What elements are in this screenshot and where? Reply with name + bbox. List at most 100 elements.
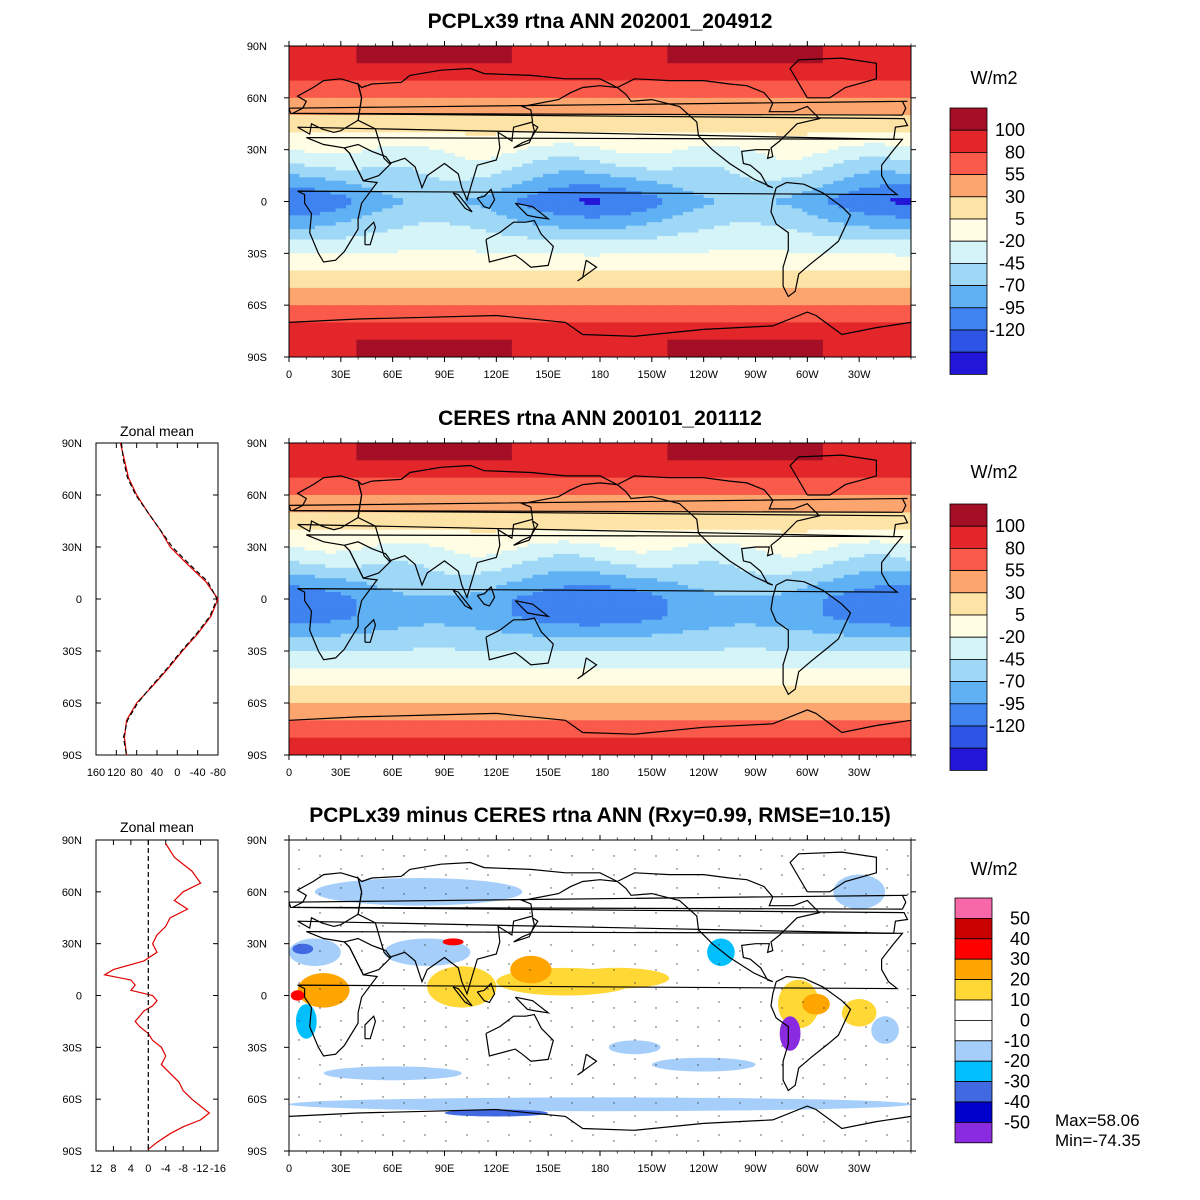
field-cell — [693, 104, 700, 109]
field-cell — [371, 66, 378, 71]
field-cell — [397, 84, 404, 89]
field-cell — [838, 80, 845, 85]
field-cell — [594, 101, 601, 106]
field-cell — [397, 122, 404, 127]
field-cell — [734, 70, 741, 75]
field-cell — [434, 46, 440, 51]
field-cell — [392, 115, 399, 120]
field-cell — [765, 139, 772, 144]
field-cell — [418, 59, 425, 64]
field-cell — [874, 156, 881, 161]
field-cell — [439, 170, 446, 175]
field-cell — [610, 73, 617, 78]
field-cell — [879, 49, 886, 54]
field-cell — [905, 49, 911, 54]
field-cell — [828, 115, 834, 120]
field-cell — [522, 153, 529, 158]
field-cell — [781, 177, 788, 182]
field-cell — [646, 101, 653, 106]
field-cell — [413, 97, 420, 102]
field-cell — [745, 139, 751, 144]
field-cell — [382, 180, 389, 185]
field-cell — [693, 46, 700, 51]
field-cell — [667, 104, 674, 109]
field-cell — [817, 180, 824, 185]
field-cell — [434, 73, 440, 78]
field-cell — [335, 115, 342, 120]
field-cell — [615, 122, 622, 127]
field-cell — [807, 146, 814, 151]
field-cell — [620, 163, 627, 168]
field-cell — [517, 90, 523, 95]
field-cell — [542, 146, 549, 151]
field-cell — [765, 49, 772, 54]
field-cell — [890, 180, 897, 185]
field-cell — [320, 166, 326, 171]
field-cell — [646, 163, 653, 168]
field-cell — [657, 94, 663, 99]
field-cell — [449, 156, 456, 161]
field-cell — [304, 153, 311, 158]
field-cell — [475, 180, 482, 185]
field-cell — [382, 139, 389, 144]
field-cell — [527, 160, 534, 165]
field-cell — [314, 49, 321, 54]
field-cell — [853, 180, 860, 185]
field-cell — [377, 63, 383, 68]
field-cell — [848, 70, 855, 75]
field-cell — [817, 149, 824, 154]
field-cell — [755, 135, 762, 140]
field-cell — [781, 163, 788, 168]
field-cell — [885, 115, 891, 120]
field-cell — [672, 77, 679, 82]
field-cell — [885, 111, 891, 116]
field-cell — [356, 101, 363, 106]
field-cell — [714, 49, 720, 54]
field-cell — [340, 80, 347, 85]
field-cell — [568, 59, 575, 64]
field-cell — [828, 153, 834, 158]
field-cell — [460, 149, 466, 154]
field-cell — [760, 49, 767, 54]
field-cell — [874, 177, 881, 182]
field-cell — [418, 146, 425, 151]
field-cell — [838, 104, 845, 109]
field-cell — [325, 139, 332, 144]
field-cell — [786, 184, 793, 189]
field-cell — [734, 66, 741, 71]
field-cell — [631, 90, 637, 95]
field-cell — [387, 163, 394, 168]
field-cell — [682, 128, 689, 133]
field-cell — [853, 59, 860, 64]
field-cell — [890, 70, 897, 75]
field-cell — [408, 128, 414, 133]
field-cell — [734, 52, 741, 57]
field-cell — [325, 84, 332, 89]
field-cell — [403, 132, 409, 137]
field-cell — [579, 94, 586, 99]
field-cell — [584, 63, 591, 68]
field-cell — [387, 73, 394, 78]
field-cell — [776, 180, 783, 185]
field-cell — [703, 149, 710, 154]
field-cell — [299, 49, 306, 54]
field-cell — [558, 156, 565, 161]
field-cell — [698, 177, 705, 182]
field-cell — [651, 90, 658, 95]
field-cell — [625, 184, 632, 189]
field-cell — [625, 118, 632, 123]
field-cell — [776, 66, 783, 71]
field-cell — [558, 139, 565, 144]
field-cell — [371, 146, 378, 151]
field-cell — [522, 77, 529, 82]
field-cell — [641, 184, 648, 189]
field-cell — [397, 77, 404, 82]
field-cell — [610, 149, 617, 154]
field-cell — [371, 77, 378, 82]
field-cell — [631, 73, 637, 78]
field-cell — [745, 90, 751, 95]
field-cell — [807, 77, 814, 82]
field-cell — [496, 153, 503, 158]
field-cell — [745, 49, 751, 54]
field-cell — [905, 80, 911, 85]
